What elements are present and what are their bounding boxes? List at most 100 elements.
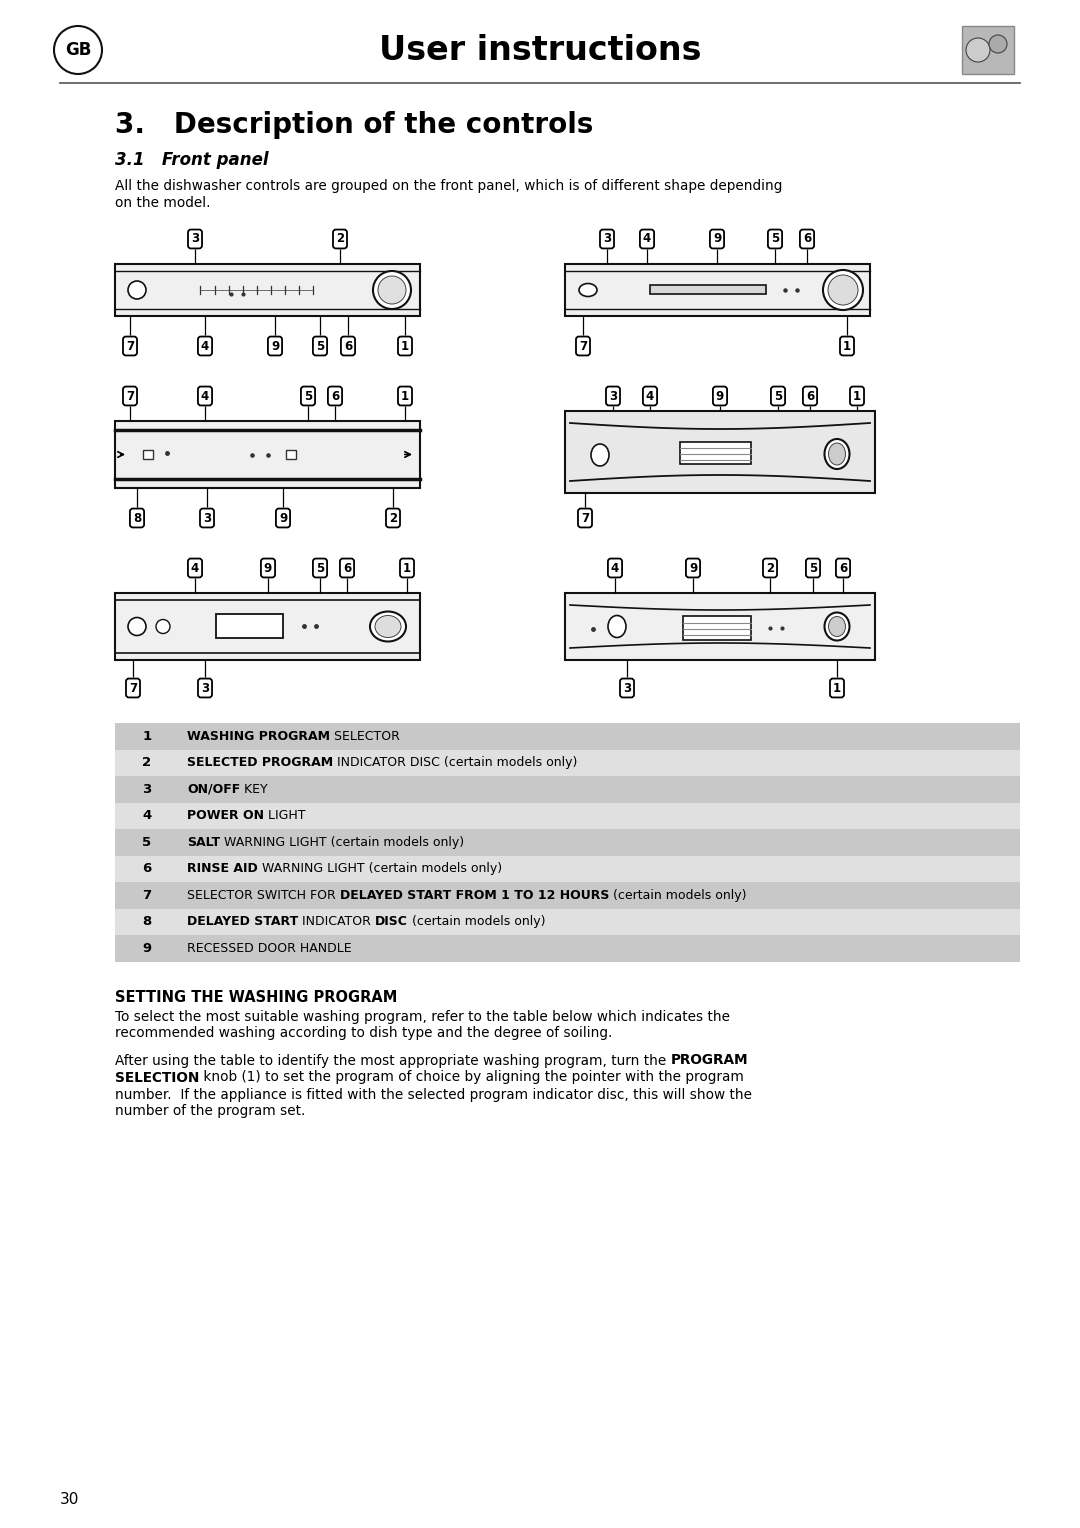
- Bar: [679, 442, 751, 465]
- Bar: [650, 286, 767, 293]
- Text: 1: 1: [833, 681, 841, 695]
- Text: 6: 6: [806, 390, 814, 402]
- Text: 1: 1: [853, 390, 861, 402]
- Text: PROGRAM: PROGRAM: [671, 1053, 748, 1068]
- Ellipse shape: [591, 445, 609, 466]
- Text: 5: 5: [809, 561, 818, 575]
- Text: 7: 7: [143, 889, 151, 902]
- Text: 6: 6: [342, 561, 351, 575]
- Text: 9: 9: [264, 561, 272, 575]
- Circle shape: [378, 277, 406, 304]
- Circle shape: [966, 38, 990, 63]
- Text: INDICATOR DISC (certain models only): INDICATOR DISC (certain models only): [333, 756, 578, 769]
- Text: 2: 2: [766, 561, 774, 575]
- Circle shape: [989, 35, 1007, 53]
- Text: WARNING LIGHT (certain models only): WARNING LIGHT (certain models only): [258, 862, 502, 876]
- Text: 6: 6: [802, 232, 811, 246]
- Ellipse shape: [370, 611, 406, 642]
- Text: number.  If the appliance is fitted with the selected program indicator disc, th: number. If the appliance is fitted with …: [114, 1088, 752, 1102]
- Text: 8: 8: [133, 512, 141, 524]
- Text: RECESSED DOOR HANDLE: RECESSED DOOR HANDLE: [187, 941, 352, 955]
- Bar: [216, 614, 283, 637]
- Text: 6: 6: [330, 390, 339, 402]
- Text: To select the most suitable washing program, refer to the table below which indi: To select the most suitable washing prog…: [114, 1010, 730, 1024]
- Ellipse shape: [608, 616, 626, 637]
- Text: SELECTION: SELECTION: [114, 1071, 200, 1085]
- Text: 4: 4: [646, 390, 654, 402]
- Ellipse shape: [824, 613, 850, 640]
- Text: 2: 2: [389, 512, 397, 524]
- Text: INDICATOR: INDICATOR: [298, 915, 375, 927]
- Text: 1: 1: [401, 390, 409, 402]
- Text: 3: 3: [203, 512, 211, 524]
- Text: 4: 4: [191, 561, 199, 575]
- Text: 2: 2: [336, 232, 345, 246]
- Text: DELAYED START: DELAYED START: [187, 915, 298, 927]
- Text: 2: 2: [143, 756, 151, 769]
- Bar: [114, 856, 1020, 882]
- Text: 3: 3: [191, 232, 199, 246]
- Text: 3: 3: [609, 390, 617, 402]
- Ellipse shape: [579, 284, 597, 296]
- Text: SELECTOR SWITCH FOR DELAYED START FROM 1 TO 12 HOURS (c: SELECTOR SWITCH FOR DELAYED START FROM 1…: [187, 889, 644, 902]
- Text: 5: 5: [771, 232, 779, 246]
- Text: 6: 6: [839, 561, 847, 575]
- Bar: [114, 882, 1020, 909]
- Text: 3: 3: [201, 681, 210, 695]
- Text: 9: 9: [271, 339, 279, 353]
- Text: number of the program set.: number of the program set.: [114, 1105, 306, 1118]
- Bar: [565, 411, 875, 494]
- Ellipse shape: [824, 439, 850, 469]
- Bar: [114, 750, 1020, 776]
- Text: 7: 7: [581, 512, 589, 524]
- Text: 8: 8: [143, 915, 151, 927]
- Text: 4: 4: [201, 339, 210, 353]
- Bar: [565, 593, 875, 660]
- Text: LIGHT: LIGHT: [264, 810, 306, 822]
- Circle shape: [54, 26, 102, 73]
- Ellipse shape: [375, 616, 401, 637]
- Text: 1: 1: [403, 561, 411, 575]
- Bar: [114, 264, 420, 316]
- Ellipse shape: [828, 616, 846, 637]
- Circle shape: [823, 270, 863, 310]
- Bar: [114, 909, 1020, 935]
- Text: 8: 8: [143, 915, 151, 927]
- Text: 9: 9: [716, 390, 724, 402]
- Text: KEY: KEY: [240, 782, 268, 796]
- Text: User instructions: User instructions: [379, 34, 701, 67]
- Text: 7: 7: [129, 681, 137, 695]
- Bar: [143, 449, 153, 458]
- Text: 3: 3: [623, 681, 631, 695]
- Text: ertain models only): ertain models only): [644, 889, 765, 902]
- Text: DISC: DISC: [375, 915, 408, 927]
- Text: 9: 9: [689, 561, 697, 575]
- Ellipse shape: [828, 443, 846, 465]
- Circle shape: [129, 281, 146, 299]
- Text: 1: 1: [143, 730, 151, 743]
- Text: SETTING THE WASHING PROGRAM: SETTING THE WASHING PROGRAM: [114, 990, 397, 1004]
- Bar: [683, 616, 751, 640]
- Text: 9: 9: [279, 512, 287, 524]
- Bar: [114, 935, 1020, 961]
- Text: 1: 1: [401, 339, 409, 353]
- Circle shape: [828, 275, 858, 306]
- Text: 7: 7: [143, 889, 151, 902]
- Text: 30: 30: [60, 1493, 79, 1508]
- Text: All the dishwasher controls are grouped on the front panel, which is of differen: All the dishwasher controls are grouped …: [114, 179, 782, 193]
- Text: 1: 1: [842, 339, 851, 353]
- Text: on the model.: on the model.: [114, 196, 211, 209]
- Text: 3.1   Front panel: 3.1 Front panel: [114, 151, 269, 170]
- Text: After using the table to identify the most appropriate washing program, turn the: After using the table to identify the mo…: [114, 1053, 671, 1068]
- Circle shape: [373, 270, 411, 309]
- Text: SELECTED PROGRAM: SELECTED PROGRAM: [187, 756, 333, 769]
- Text: (certain models only): (certain models only): [609, 889, 746, 902]
- Text: 4: 4: [611, 561, 619, 575]
- Text: WASHING PROGRAM: WASHING PROGRAM: [187, 730, 330, 743]
- Text: 3: 3: [143, 782, 151, 796]
- Bar: [114, 909, 1020, 935]
- Text: DELAYED START FROM 1 TO 12 HOURS: DELAYED START FROM 1 TO 12 HOURS: [340, 889, 609, 902]
- Text: ON/OFF: ON/OFF: [187, 782, 240, 796]
- Text: 5: 5: [143, 836, 151, 848]
- Text: 7: 7: [126, 339, 134, 353]
